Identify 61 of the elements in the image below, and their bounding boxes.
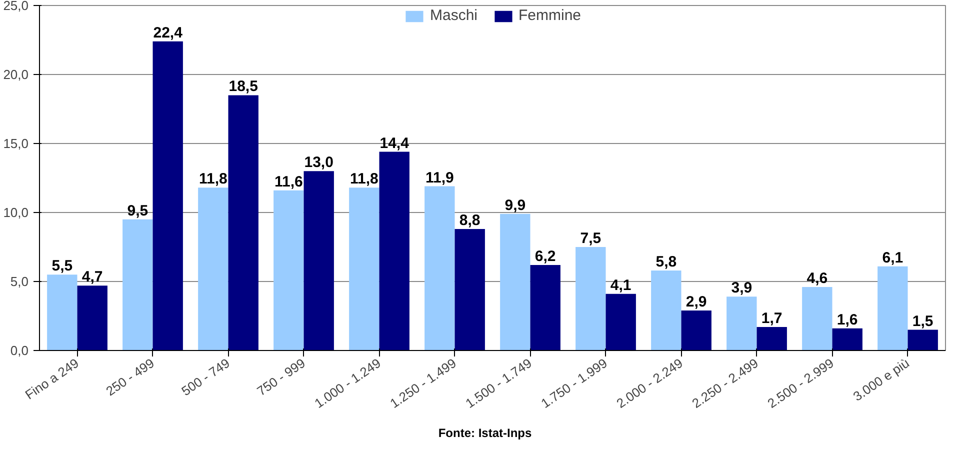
data-label: 1,6 bbox=[836, 311, 858, 328]
data-label: 2,9 bbox=[686, 293, 707, 310]
x-tick-label: Fino a 249 bbox=[22, 355, 82, 402]
bar bbox=[122, 219, 153, 350]
y-tick-label: 20,0 bbox=[3, 67, 29, 82]
bar bbox=[756, 327, 787, 350]
data-label: 11,8 bbox=[198, 170, 228, 188]
bar bbox=[47, 274, 78, 350]
bar bbox=[198, 188, 228, 350]
data-label: 5,5 bbox=[52, 258, 73, 275]
data-label: 4,7 bbox=[82, 268, 103, 286]
data-label: 5,8 bbox=[656, 253, 677, 270]
data-label: 9,9 bbox=[504, 196, 526, 214]
data-label: 1,7 bbox=[761, 310, 782, 328]
data-label: 11,8 bbox=[350, 170, 378, 188]
bar bbox=[726, 296, 757, 350]
bar bbox=[304, 171, 334, 350]
bar bbox=[454, 229, 485, 350]
bar bbox=[908, 330, 938, 350]
bar bbox=[228, 95, 258, 350]
bar bbox=[424, 186, 455, 350]
y-tick-label: 25,0 bbox=[3, 0, 29, 13]
legend-label: Maschi bbox=[430, 7, 478, 24]
data-label: 8,8 bbox=[459, 212, 480, 230]
data-label: 6,1 bbox=[882, 249, 904, 266]
bar bbox=[274, 190, 304, 350]
x-tick-label: 500 - 749 bbox=[178, 355, 232, 399]
bar bbox=[152, 41, 183, 350]
x-tick-label: 250 - 499 bbox=[103, 355, 157, 399]
bar bbox=[576, 247, 606, 350]
data-label: 13,0 bbox=[304, 154, 334, 172]
data-label: 3,9 bbox=[731, 280, 752, 297]
data-label: 1,5 bbox=[912, 312, 934, 330]
y-tick-label: 5,0 bbox=[10, 274, 29, 289]
bar bbox=[832, 328, 862, 350]
bar bbox=[77, 286, 108, 350]
legend-label: Femmine bbox=[518, 7, 582, 24]
data-label: 11,6 bbox=[274, 173, 303, 190]
bar bbox=[530, 264, 560, 350]
bar bbox=[379, 152, 410, 350]
bar bbox=[606, 294, 636, 350]
data-label: 22,4 bbox=[153, 24, 184, 42]
data-label: 11,9 bbox=[425, 169, 454, 186]
y-tick-label: 0,0 bbox=[10, 343, 29, 358]
bar bbox=[349, 188, 380, 350]
data-label: 4,1 bbox=[610, 276, 632, 294]
data-label: 4,6 bbox=[806, 270, 828, 288]
source-note: Fonte: Istat-Inps bbox=[438, 425, 532, 442]
data-label: 18,5 bbox=[228, 78, 258, 96]
data-label: 9,5 bbox=[127, 202, 148, 220]
bar bbox=[802, 287, 832, 350]
x-tick-label: 750 - 999 bbox=[254, 355, 308, 399]
bar bbox=[878, 266, 908, 350]
y-tick-label: 15,0 bbox=[3, 136, 29, 151]
bar bbox=[500, 214, 530, 350]
data-label: 14,4 bbox=[380, 134, 410, 152]
bar bbox=[681, 310, 712, 350]
bar bbox=[651, 270, 682, 350]
data-label: 6,2 bbox=[534, 248, 556, 265]
data-label: 7,5 bbox=[580, 230, 602, 247]
y-tick-label: 10,0 bbox=[3, 205, 29, 220]
